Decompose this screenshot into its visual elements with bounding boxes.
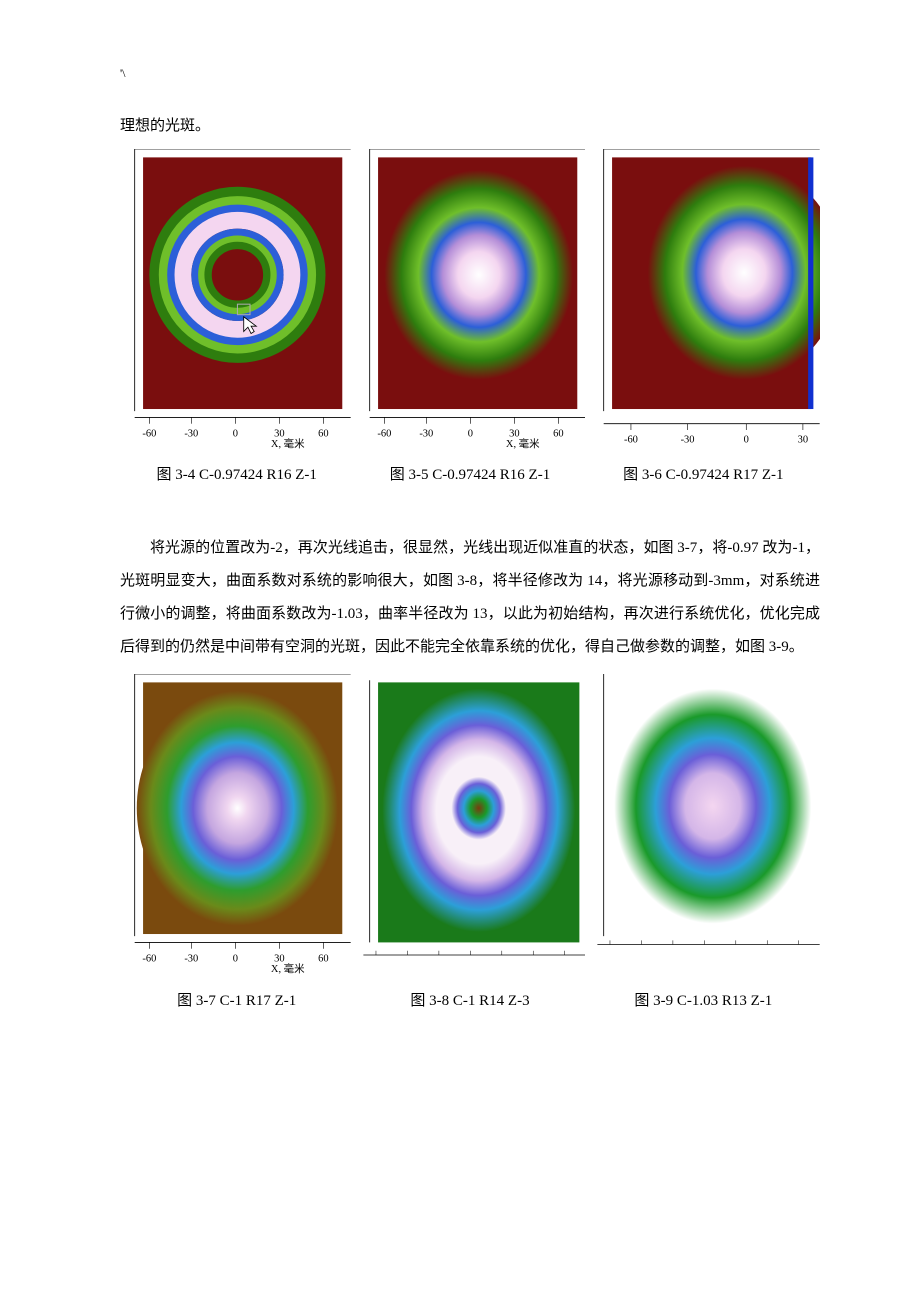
caption-3-5: 图 3-5 C-0.97424 R16 Z-1 xyxy=(353,459,586,492)
svg-text:30: 30 xyxy=(509,429,519,440)
caption-3-8: 图 3-8 C-1 R14 Z-3 xyxy=(353,985,586,1018)
svg-text:X, 毫米: X, 毫米 xyxy=(506,437,540,450)
svg-text:X, 毫米: X, 毫米 xyxy=(271,962,305,975)
caption-3-4: 图 3-4 C-0.97424 R16 Z-1 xyxy=(120,459,353,492)
svg-text:0: 0 xyxy=(233,429,238,440)
figure-row-2: -60 -30 0 30 60 X, 毫米 xyxy=(120,674,820,978)
svg-text:-30: -30 xyxy=(184,429,198,440)
caption-3-9: 图 3-9 C-1.03 R13 Z-1 xyxy=(587,985,820,1018)
figure-3-9 xyxy=(589,674,820,978)
intro-text: 理想的光斑。 xyxy=(120,110,820,143)
caption-3-7: 图 3-7 C-1 R17 Z-1 xyxy=(120,985,353,1018)
svg-text:-60: -60 xyxy=(142,954,156,965)
svg-text:60: 60 xyxy=(553,429,563,440)
svg-text:-30: -30 xyxy=(184,954,198,965)
svg-text:60: 60 xyxy=(318,429,328,440)
heatmap-spot-offset: -60 -30 0 30 xyxy=(589,149,820,453)
figure-3-8 xyxy=(355,674,586,978)
axis-label: X, 毫米 xyxy=(271,437,305,450)
heatmap-loose xyxy=(589,674,820,978)
svg-text:0: 0 xyxy=(744,435,749,446)
svg-text:0: 0 xyxy=(233,954,238,965)
figure-row-1: -60 -30 0 30 60 X, 毫米 xyxy=(120,149,820,453)
figure-3-5: -60 -30 0 30 60 X, 毫米 xyxy=(355,149,586,453)
figure-3-6: -60 -30 0 30 xyxy=(589,149,820,453)
svg-text:-60: -60 xyxy=(624,435,638,446)
svg-text:30: 30 xyxy=(274,429,284,440)
svg-text:30: 30 xyxy=(274,954,284,965)
svg-text:-30: -30 xyxy=(419,429,433,440)
svg-text:-30: -30 xyxy=(681,435,695,446)
heatmap-spot: -60 -30 0 30 60 X, 毫米 xyxy=(355,149,586,453)
figure-3-7: -60 -30 0 30 60 X, 毫米 xyxy=(120,674,351,978)
caption-row-2: 图 3-7 C-1 R17 Z-1 图 3-8 C-1 R14 Z-3 图 3-… xyxy=(120,985,820,1018)
heatmap-ring: -60 -30 0 30 60 X, 毫米 xyxy=(120,149,351,453)
svg-text:0: 0 xyxy=(467,429,472,440)
body-paragraph: 将光源的位置改为-2，再次光线追击，很显然，光线出现近似准直的状态，如图 3-7… xyxy=(120,532,820,664)
svg-text:-60: -60 xyxy=(142,429,156,440)
svg-text:-60: -60 xyxy=(377,429,391,440)
caption-row-1: 图 3-4 C-0.97424 R16 Z-1 图 3-5 C-0.97424 … xyxy=(120,459,820,492)
svg-text:60: 60 xyxy=(318,954,328,965)
page-header-mark: '\ xyxy=(120,60,820,86)
figure-3-4: -60 -30 0 30 60 X, 毫米 xyxy=(120,149,351,453)
heatmap-halo: -60 -30 0 30 60 X, 毫米 xyxy=(120,674,351,978)
caption-3-6: 图 3-6 C-0.97424 R17 Z-1 xyxy=(587,459,820,492)
svg-text:30: 30 xyxy=(798,435,808,446)
heatmap-donut xyxy=(355,674,586,978)
